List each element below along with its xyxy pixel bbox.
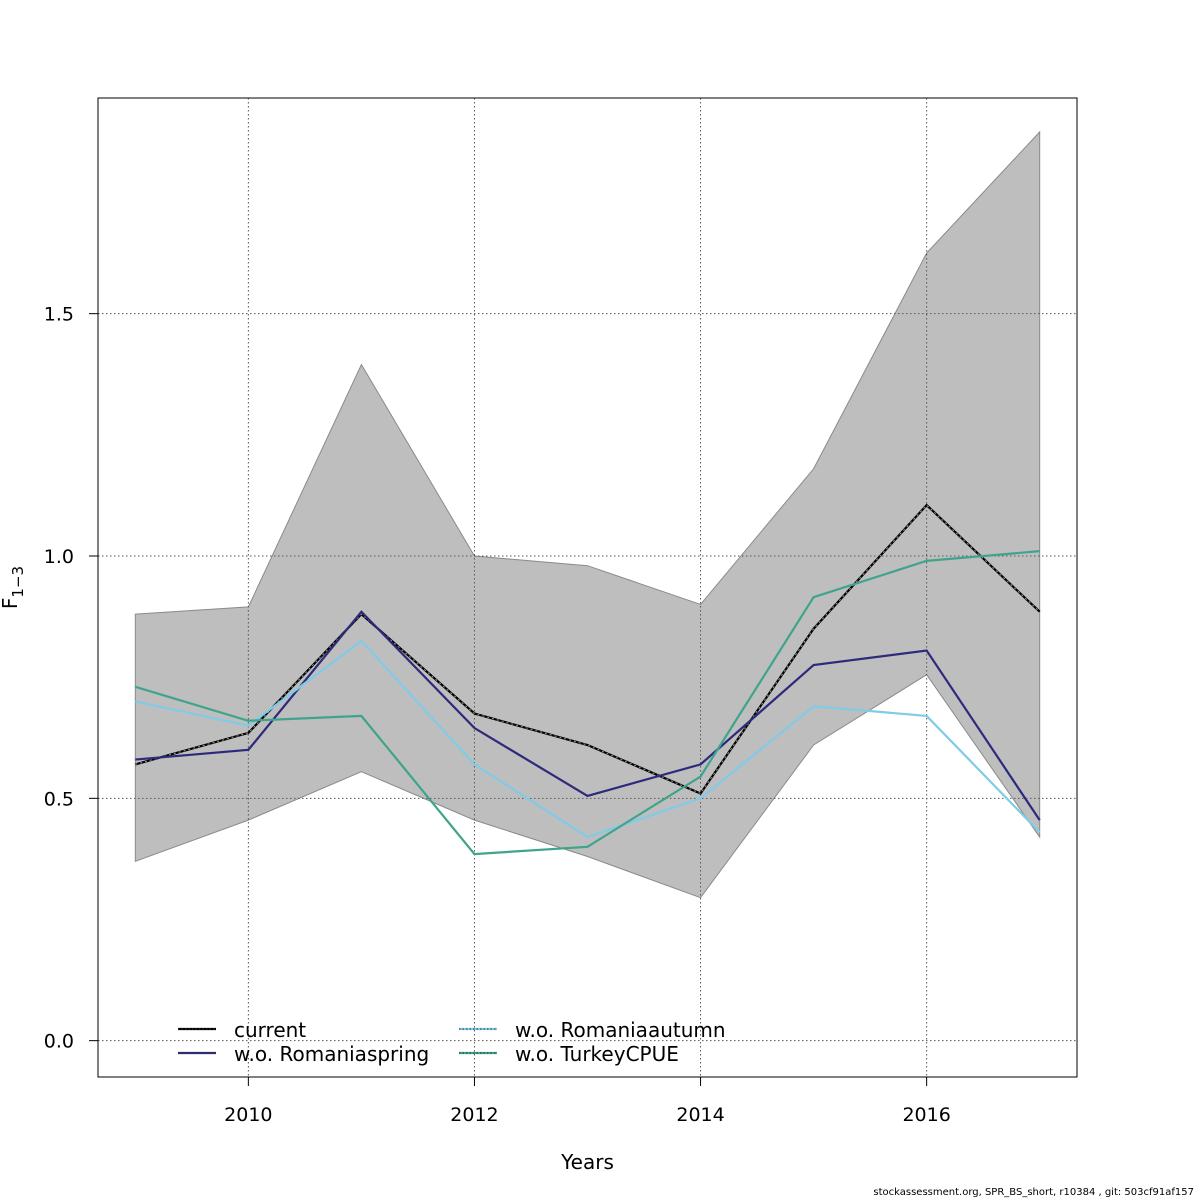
series-line-3 [134, 550, 1040, 856]
series-line-1 [135, 610, 1041, 821]
y-axis-title-sub: 1−3 [9, 566, 27, 598]
y-tick-label: 0.5 [44, 788, 74, 810]
x-axis-title: Years [560, 1150, 614, 1174]
plot-frame [97, 97, 1078, 1078]
x-tick-label: 2012 [450, 1104, 498, 1126]
confidence-band [134, 130, 1041, 899]
legend-label: w.o. Romaniaautumn [515, 1018, 726, 1042]
y-tick-label: 1.5 [44, 304, 74, 326]
y-axis-title-text: F1−3 [0, 566, 27, 609]
y-axis-title-main: F [0, 598, 22, 610]
confidence-band-layer [134, 130, 1041, 899]
legend-label: w.o. Romaniaspring [234, 1042, 429, 1066]
y-tick-label: 1.0 [44, 546, 74, 568]
x-tick-label: 2010 [224, 1104, 272, 1126]
y-axis-title: F1−3 [0, 566, 27, 609]
series-line-2 [135, 639, 1041, 839]
series-layer [134, 503, 1041, 856]
series-line-0 [135, 503, 1041, 795]
x-tick-label: 2014 [676, 1104, 724, 1126]
x-tick-label: 2016 [902, 1104, 950, 1126]
y-tick-label: 0.0 [44, 1031, 74, 1053]
grid-layer [98, 98, 1077, 1077]
legend-label: w.o. TurkeyCPUE [515, 1042, 679, 1066]
axis-layer: 2010 2012 2014 2016 0.0 0.5 1.0 1.5 [44, 304, 951, 1126]
footer-attribution: stockassessment.org, SPR_BS_short, r1038… [873, 1187, 1194, 1198]
legend-label: current [234, 1018, 306, 1042]
